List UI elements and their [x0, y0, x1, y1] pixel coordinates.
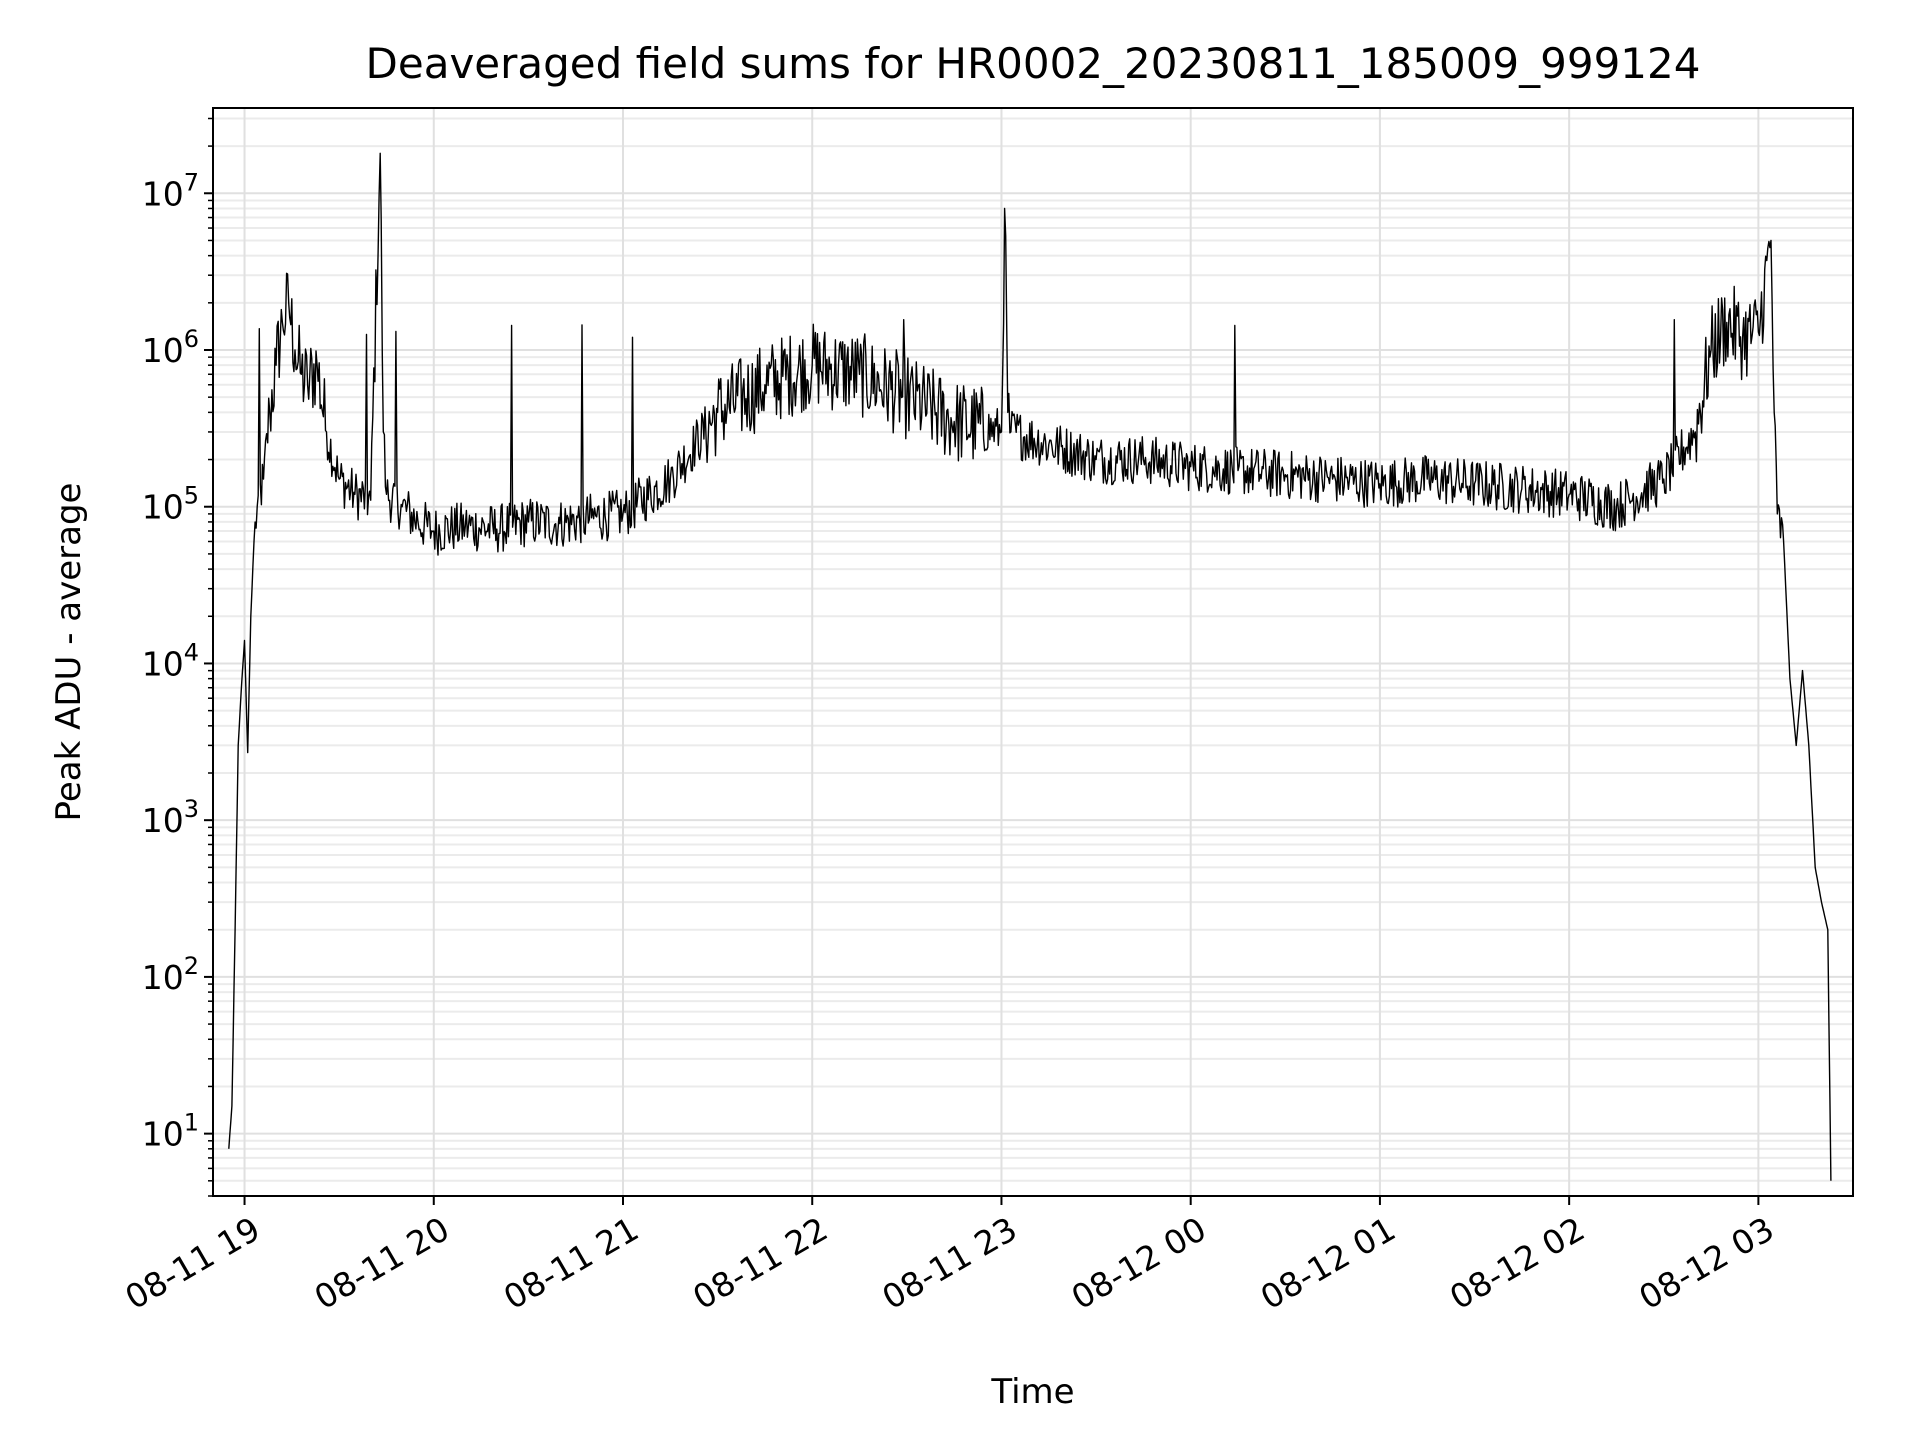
- y-axis: 101 102 103 104 105 106 107: [142, 117, 213, 1197]
- y-tick-label: 103: [142, 795, 199, 840]
- y-tick-label: 107: [142, 168, 199, 213]
- y-tick-label: 104: [142, 638, 199, 683]
- series-layer: [228, 152, 1832, 1181]
- y-tick-label: 101: [142, 1109, 199, 1154]
- chart-title: Deaveraged field sums for HR0002_2023081…: [366, 39, 1701, 88]
- y-tick-label: 102: [142, 952, 199, 997]
- y-tick-label: 105: [142, 482, 199, 527]
- plot-frame: [212, 107, 1854, 1197]
- x-axis-label: Time: [990, 1372, 1074, 1412]
- y-axis-label: Peak ADU - average: [49, 483, 89, 822]
- y-tick-label: 106: [142, 325, 199, 370]
- series-line: [228, 152, 1832, 1181]
